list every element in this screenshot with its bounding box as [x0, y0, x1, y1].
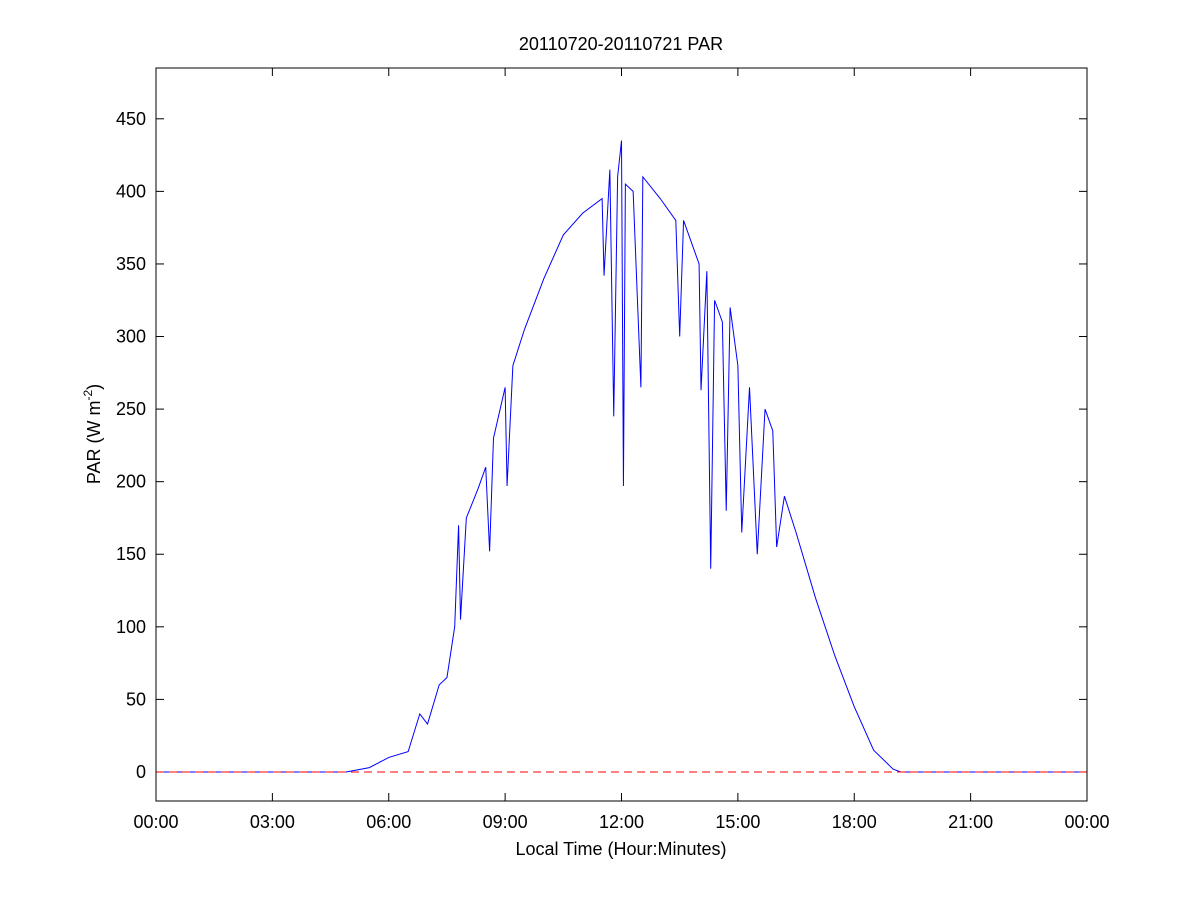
y-tick-label: 400: [116, 181, 146, 201]
x-tick-label: 00:00: [1064, 812, 1109, 832]
y-tick-label: 300: [116, 327, 146, 347]
data-line: [156, 140, 1087, 773]
y-tick-label: 350: [116, 254, 146, 274]
plot-frame: [155, 67, 1088, 802]
chart-title: 20110720-20110721 PAR: [519, 34, 723, 54]
y-label-text: PAR (W m: [84, 401, 104, 485]
y-tick-label: 50: [126, 689, 146, 709]
y-tick-label: 100: [116, 617, 146, 637]
x-tick-label: 03:00: [250, 812, 295, 832]
y-tick-label: 250: [116, 399, 146, 419]
x-tick-label: 21:00: [948, 812, 993, 832]
y-tick-label: 0: [136, 762, 146, 782]
y-label-sup: -2: [81, 390, 95, 401]
x-tick-label: 00:00: [133, 812, 178, 832]
x-tick-label: 06:00: [366, 812, 411, 832]
x-tick-label: 15:00: [715, 812, 760, 832]
y-tick-label: 450: [116, 109, 146, 129]
y-label-suffix: ): [84, 384, 104, 390]
x-tick-label: 12:00: [599, 812, 644, 832]
x-tick-label: 18:00: [832, 812, 877, 832]
y-axis-label: PAR (W m-2): [81, 384, 104, 484]
x-axis-label: Local Time (Hour:Minutes): [515, 839, 726, 859]
y-tick-label: 150: [116, 544, 146, 564]
x-tick-label: 09:00: [483, 812, 528, 832]
y-tick-label: 200: [116, 472, 146, 492]
